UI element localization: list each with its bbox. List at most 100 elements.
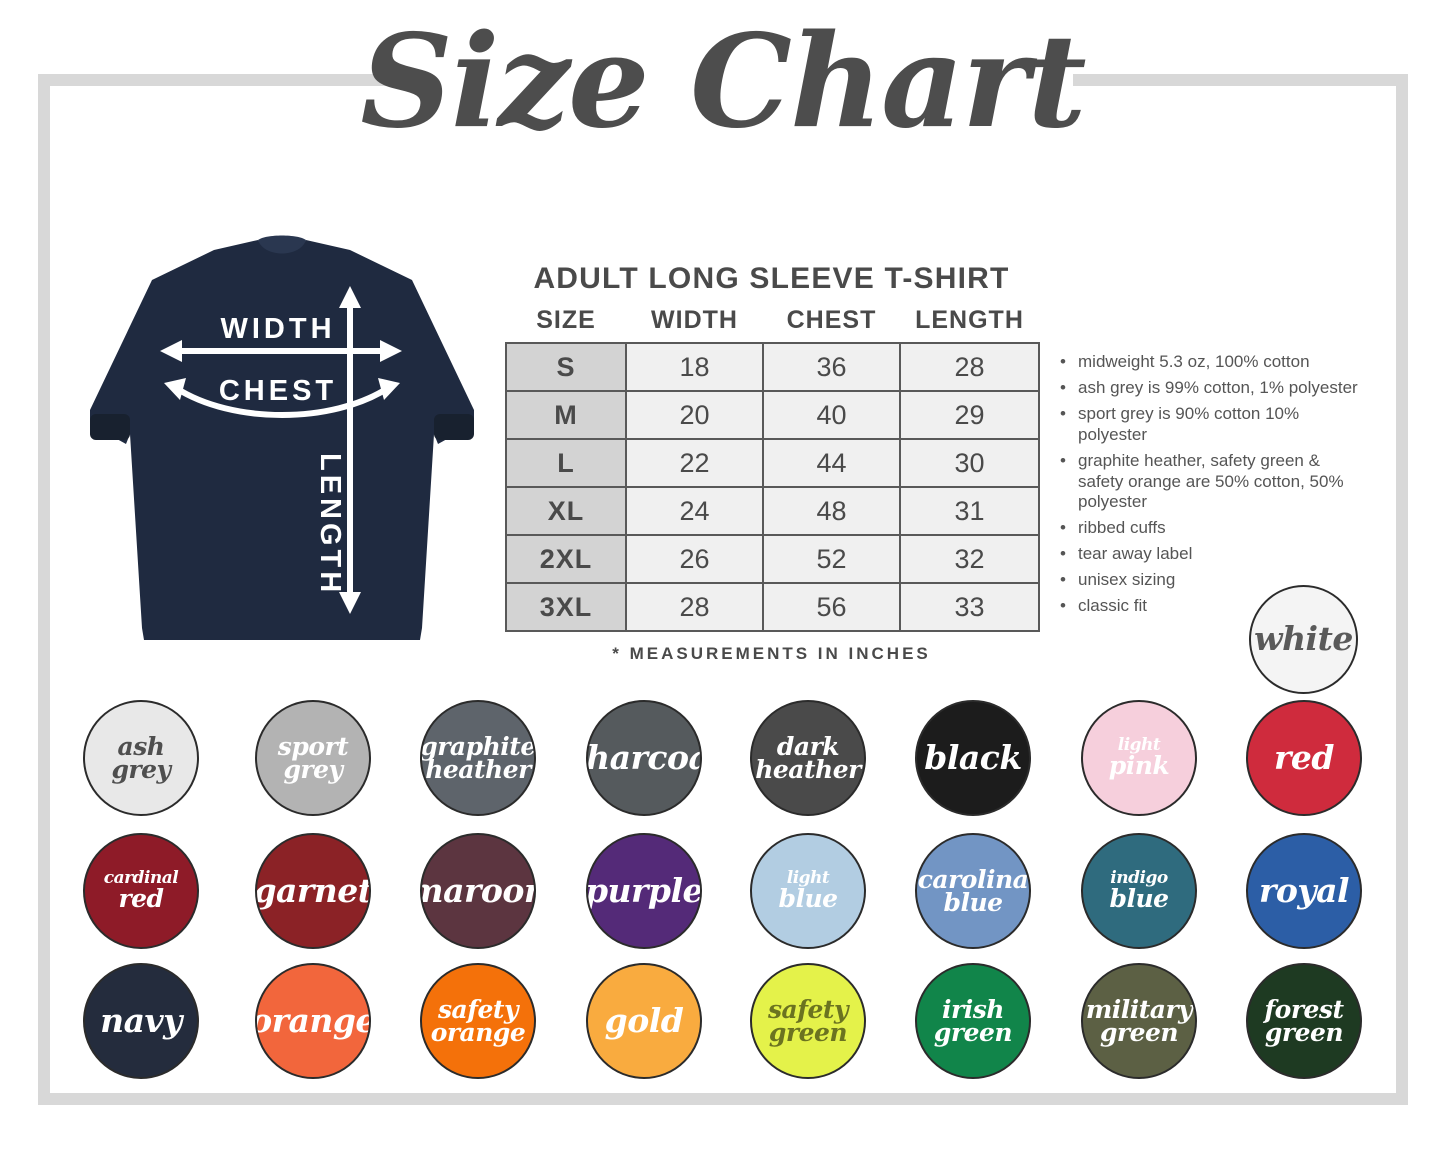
cell-length: 30 bbox=[899, 438, 1040, 488]
color-swatch-white[interactable]: white bbox=[1249, 585, 1358, 694]
color-swatch-sport-grey[interactable]: sport grey bbox=[255, 700, 371, 816]
table-row: L 22 44 30 bbox=[505, 438, 1040, 488]
color-swatch-light-blue[interactable]: light blue bbox=[750, 833, 866, 949]
color-swatch-charcoal[interactable]: charcoal bbox=[586, 700, 702, 816]
width-arrow-right-head bbox=[380, 340, 402, 362]
column-header-size: SIZE bbox=[536, 306, 596, 334]
swatch-label-modifier: cardinal bbox=[103, 868, 179, 889]
list-item: classic fit bbox=[1060, 596, 1370, 617]
color-swatch-royal[interactable]: royal bbox=[1246, 833, 1362, 949]
color-swatch-dark-heather[interactable]: dark heather bbox=[750, 700, 866, 816]
swatch-label-white: white bbox=[1254, 619, 1353, 659]
cell-width: 28 bbox=[625, 582, 764, 632]
cell-chest: 36 bbox=[762, 342, 901, 392]
table-row: 3XL 28 56 33 bbox=[505, 582, 1040, 632]
swatch-label-safety-orange: safety orange bbox=[430, 994, 526, 1047]
swatch-label-military-green: military green bbox=[1085, 994, 1193, 1047]
cell-size: 3XL bbox=[505, 582, 627, 632]
color-swatch-forest-green[interactable]: forest green bbox=[1246, 963, 1362, 1079]
list-item: tear away label bbox=[1060, 544, 1370, 565]
cell-width: 24 bbox=[625, 486, 764, 536]
size-table-header-row: SIZE WIDTH CHEST LENGTH bbox=[506, 306, 1039, 343]
swatch-label-purple: purple bbox=[586, 870, 702, 910]
swatch-label-indigo-blue: indigo blue bbox=[1109, 868, 1169, 914]
list-item: sport grey is 90% cotton 10% polyester bbox=[1060, 404, 1370, 446]
swatch-label-royal: royal bbox=[1259, 870, 1350, 910]
color-swatch-indigo-blue[interactable]: indigo blue bbox=[1081, 833, 1197, 949]
swatch-label-ash-grey: ash grey bbox=[111, 731, 171, 784]
width-arrow-left-head bbox=[160, 340, 182, 362]
chest-arrow-left-head bbox=[164, 378, 186, 400]
swatch-label-red: red bbox=[1274, 737, 1334, 777]
color-swatch-orange[interactable]: orange bbox=[255, 963, 371, 1079]
cell-chest: 40 bbox=[762, 390, 901, 440]
list-item: ribbed cuffs bbox=[1060, 518, 1370, 539]
color-swatch-safety-green[interactable]: safety green bbox=[750, 963, 866, 1079]
swatch-label-light-pink: light pink bbox=[1108, 735, 1170, 781]
color-swatch-gold[interactable]: gold bbox=[586, 963, 702, 1079]
color-swatch-cardinal-red[interactable]: cardinal red bbox=[83, 833, 199, 949]
swatch-label-forest-green: forest green bbox=[1264, 994, 1344, 1047]
color-swatch-carolina-blue[interactable]: carolina blue bbox=[915, 833, 1031, 949]
color-swatch-red[interactable]: red bbox=[1246, 700, 1362, 816]
shirt-right-cuff bbox=[434, 414, 474, 440]
swatch-label-black: black bbox=[924, 737, 1022, 777]
color-swatch-purple[interactable]: purple bbox=[586, 833, 702, 949]
product-notes-list: midweight 5.3 oz, 100% cotton ash grey i… bbox=[1060, 352, 1370, 622]
cell-width: 26 bbox=[625, 534, 764, 584]
color-swatch-navy[interactable]: navy bbox=[83, 963, 199, 1079]
cell-size: L bbox=[505, 438, 627, 488]
swatch-label-maroon: maroon bbox=[422, 870, 534, 910]
frame-bottom-edge bbox=[38, 1093, 1408, 1105]
size-table-block: ADULT LONG SLEEVE T-SHIRT SIZE WIDTH CHE… bbox=[505, 262, 1040, 664]
swatch-label-garnet: garnet bbox=[255, 870, 371, 910]
length-arrow-bottom-head bbox=[339, 592, 361, 614]
swatch-label-cardinal-red: cardinal red bbox=[103, 868, 179, 914]
swatch-label-carolina-blue: carolina blue bbox=[917, 864, 1029, 917]
chest-arrow bbox=[174, 385, 390, 418]
swatch-label-charcoal: charcoal bbox=[586, 737, 700, 777]
cell-length: 32 bbox=[899, 534, 1040, 584]
length-arrow-top-head bbox=[339, 286, 361, 308]
cell-chest: 44 bbox=[762, 438, 901, 488]
page-title: Size Chart bbox=[360, 7, 1086, 157]
swatch-label-modifier: indigo bbox=[1110, 868, 1168, 889]
swatch-label-dark-heather: dark heather bbox=[755, 731, 861, 784]
shirt-width-label: WIDTH bbox=[220, 313, 335, 345]
size-table-heading: ADULT LONG SLEEVE T-SHIRT bbox=[533, 262, 1010, 295]
swatch-label-gold: gold bbox=[604, 1000, 684, 1040]
size-table: SIZE WIDTH CHEST LENGTH S 18 36 28 M 20 … bbox=[505, 306, 1040, 632]
shirt-length-label: LENGTH bbox=[314, 453, 346, 596]
list-item: unisex sizing bbox=[1060, 570, 1370, 591]
shirt-body bbox=[90, 240, 474, 640]
size-table-body: S 18 36 28 M 20 40 29 L 22 44 30 XL 24 4… bbox=[505, 342, 1040, 632]
swatch-label-modifier: light bbox=[786, 868, 830, 889]
swatch-label-light-blue: light blue bbox=[778, 868, 838, 914]
cell-chest: 56 bbox=[762, 582, 901, 632]
frame-right-edge bbox=[1396, 74, 1408, 1105]
table-row: XL 24 48 31 bbox=[505, 486, 1040, 536]
list-item: ash grey is 99% cotton, 1% polyester bbox=[1060, 378, 1370, 399]
cell-size: M bbox=[505, 390, 627, 440]
color-swatch-black[interactable]: black bbox=[915, 700, 1031, 816]
table-row: S 18 36 28 bbox=[505, 342, 1040, 392]
color-swatch-irish-green[interactable]: irish green bbox=[915, 963, 1031, 1079]
color-swatch-ash-grey[interactable]: ash grey bbox=[83, 700, 199, 816]
color-swatch-maroon[interactable]: maroon bbox=[420, 833, 536, 949]
column-header-chest: CHEST bbox=[786, 306, 877, 334]
cell-width: 22 bbox=[625, 438, 764, 488]
swatch-label-graphite-heather: graphite heather bbox=[420, 731, 536, 784]
list-item: graphite heather, safety green & safety … bbox=[1060, 451, 1370, 514]
color-swatch-military-green[interactable]: military green bbox=[1081, 963, 1197, 1079]
shirt-collar bbox=[258, 235, 306, 254]
cell-size: 2XL bbox=[505, 534, 627, 584]
cell-chest: 48 bbox=[762, 486, 901, 536]
shirt-left-cuff bbox=[90, 414, 130, 440]
cell-size: S bbox=[505, 342, 627, 392]
color-swatch-graphite-heather[interactable]: graphite heather bbox=[420, 700, 536, 816]
cell-length: 31 bbox=[899, 486, 1040, 536]
color-swatch-safety-orange[interactable]: safety orange bbox=[420, 963, 536, 1079]
color-swatch-light-pink[interactable]: light pink bbox=[1081, 700, 1197, 816]
color-swatch-garnet[interactable]: garnet bbox=[255, 833, 371, 949]
column-header-width: WIDTH bbox=[651, 306, 738, 334]
